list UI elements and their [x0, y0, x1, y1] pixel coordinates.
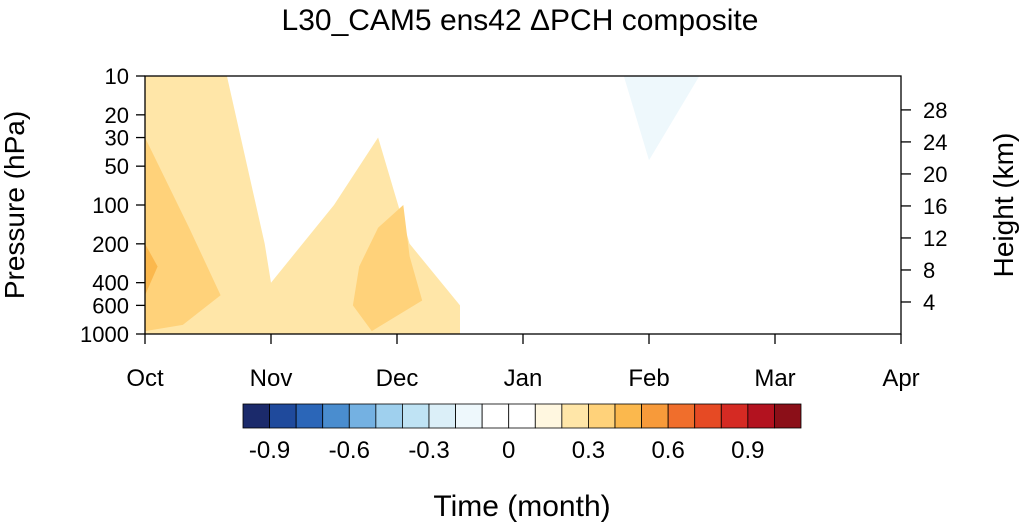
colorbar-tick-label: 0.9 — [731, 437, 764, 464]
chart-title: L30_CAM5 ens42 ΔPCH composite — [282, 4, 759, 37]
y-right-tick-label: 20 — [923, 162, 947, 187]
colorbar-swatch — [641, 403, 669, 429]
shaded-region-9 — [623, 76, 700, 161]
colorbar-swatch — [508, 403, 536, 429]
y-tick-label: 20 — [105, 103, 129, 128]
y-tick-label: 10 — [105, 64, 129, 89]
colorbar-swatch — [269, 403, 297, 429]
colorbar-swatch — [534, 403, 563, 429]
colorbar-swatch — [402, 403, 430, 429]
colorbar-swatch — [242, 403, 270, 429]
shaded-region-5 — [523, 305, 738, 334]
shaded-region-8 — [623, 328, 675, 334]
y-right-tick-label: 24 — [923, 130, 947, 155]
y-axis-title: Pressure (hPa) — [0, 111, 30, 299]
x-tick-label: Oct — [126, 365, 164, 392]
colorbar-swatch — [348, 403, 377, 429]
colorbar-swatch — [694, 403, 722, 429]
y-tick-label: 50 — [105, 154, 129, 179]
y-right-tick-label: 28 — [923, 98, 947, 123]
y-right-tick-label: 4 — [923, 290, 935, 315]
y-tick-label: 30 — [105, 126, 129, 151]
colorbar-swatch — [455, 403, 483, 429]
x-axis-title: Time (month) — [433, 490, 610, 523]
x-tick-label: Dec — [376, 365, 419, 392]
y-right-tick-label: 12 — [923, 226, 947, 251]
shaded-region-3 — [145, 243, 158, 296]
colorbar-swatch — [720, 403, 749, 429]
colorbar-tick-label: -0.6 — [329, 437, 370, 464]
y-axis-right: 4 8 12 16 20 24 28 — [901, 98, 947, 315]
colorbar-tick-label: 0.3 — [572, 437, 605, 464]
shaded-region-1 — [145, 137, 221, 332]
y-tick-label: 100 — [92, 193, 129, 218]
y-tick-label: 400 — [92, 271, 129, 296]
colorbar-tick-label: 0 — [502, 437, 515, 464]
colorbar-tick-label: 0.6 — [651, 437, 684, 464]
colorbar-swatch — [295, 403, 324, 429]
x-tick-label: Jan — [504, 365, 543, 392]
y-tick-label: 1000 — [80, 322, 129, 347]
shaded-region-7 — [598, 76, 750, 267]
shaded-region-6 — [844, 234, 901, 334]
colorbar-swatch — [428, 403, 456, 429]
colorbar-swatch — [667, 403, 696, 429]
y-axis-right-title: Height (km) — [988, 133, 1019, 278]
x-tick-label: Apr — [882, 365, 919, 392]
y-right-tick-label: 16 — [923, 194, 947, 219]
colorbar-swatch — [375, 403, 403, 429]
colorbar-swatch — [588, 403, 616, 429]
shaded-region-2 — [352, 205, 423, 332]
colorbar-swatch — [481, 403, 510, 429]
shaded-regions — [145, 76, 901, 334]
colorbar-tick-label: -0.9 — [249, 437, 290, 464]
colorbar-swatch — [614, 403, 642, 429]
y-tick-label: 200 — [92, 232, 129, 257]
colorbar-swatch — [561, 403, 589, 429]
colorbar-tick-label: -0.3 — [408, 437, 449, 464]
x-tick-label: Nov — [250, 365, 293, 392]
y-right-tick-label: 8 — [923, 258, 935, 283]
x-tick-label: Feb — [628, 365, 669, 392]
colorbar-swatch — [774, 403, 802, 429]
colorbar-swatch — [322, 403, 350, 429]
x-tick-label: Mar — [754, 365, 795, 392]
y-tick-label: 600 — [92, 293, 129, 318]
plot-area — [144, 75, 902, 335]
colorbar: -0.9 -0.6 -0.3 0 0.3 0.6 0.9 — [242, 403, 802, 464]
colorbar-swatch — [747, 403, 775, 429]
x-axis: Oct Nov Dec Jan Feb Mar Apr — [126, 334, 920, 392]
